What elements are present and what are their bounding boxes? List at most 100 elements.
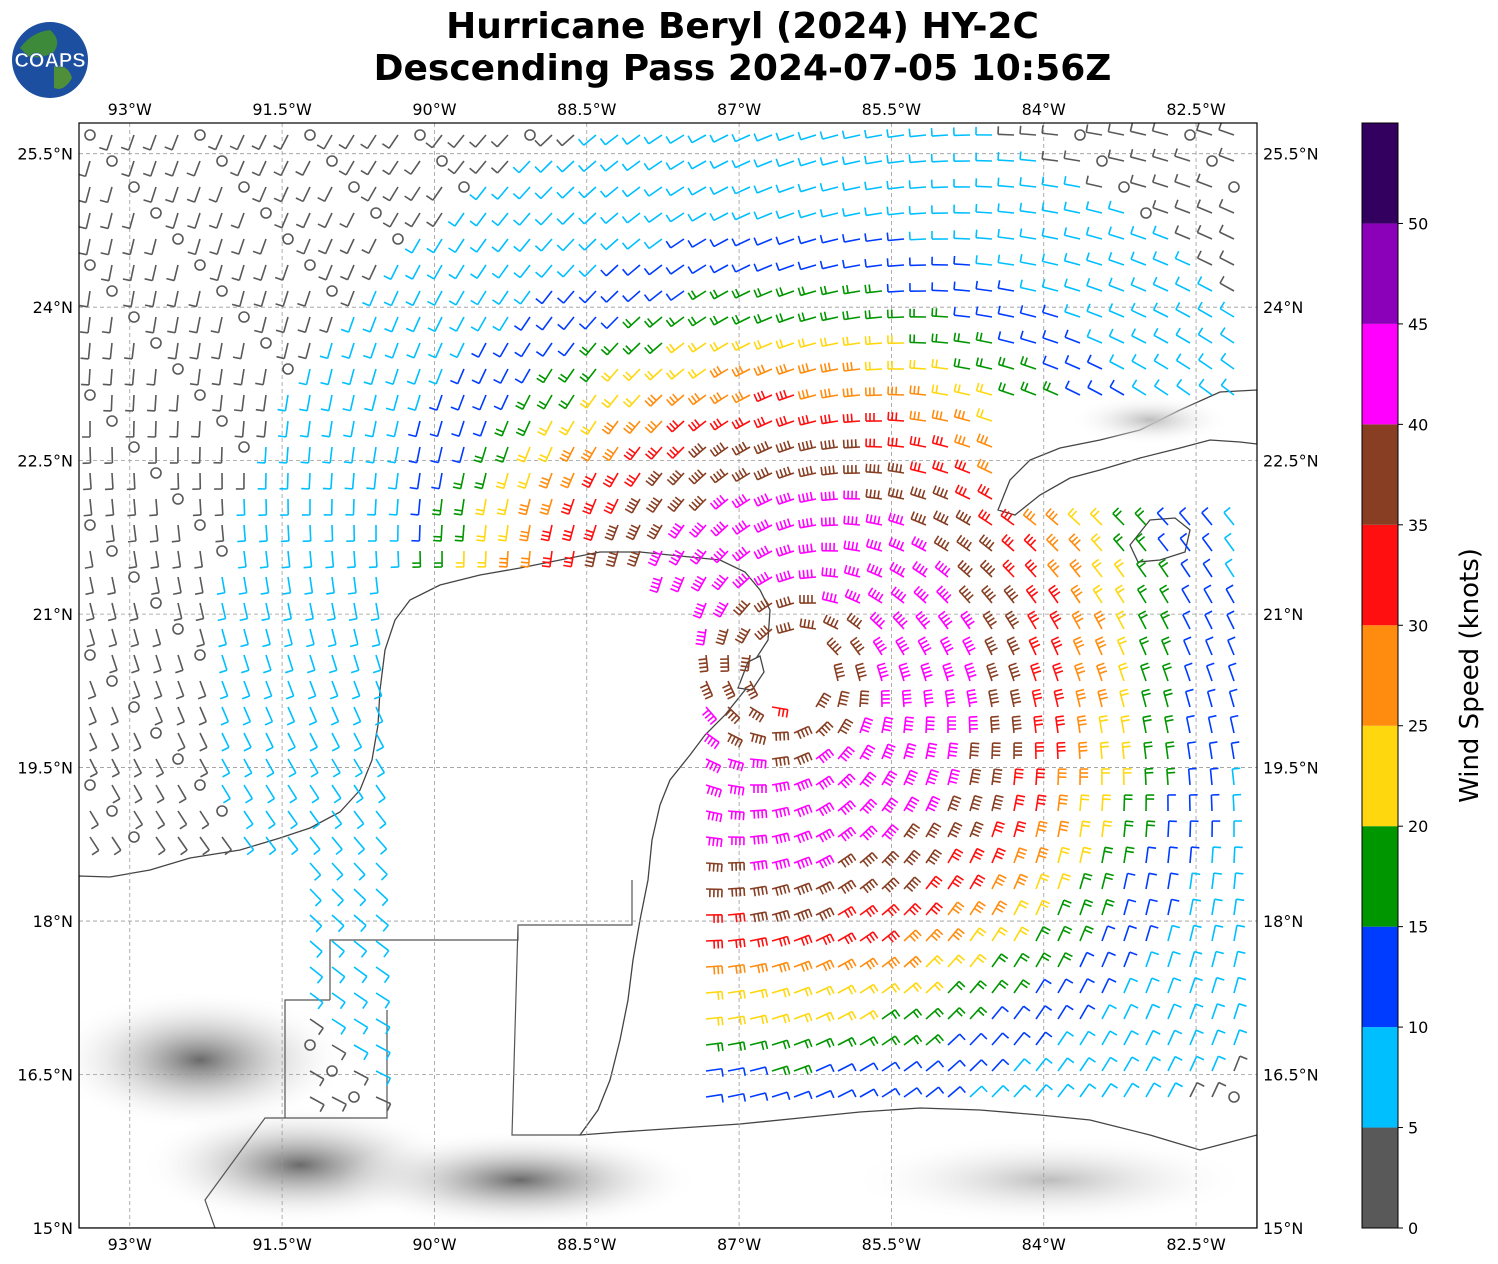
wind-barb bbox=[665, 316, 685, 328]
wind-barb bbox=[1079, 1004, 1096, 1020]
wind-barb bbox=[375, 1096, 392, 1112]
wind-barb bbox=[1054, 715, 1065, 734]
wind-barb bbox=[309, 1096, 325, 1113]
wind-barb bbox=[298, 342, 311, 360]
wind-barb bbox=[375, 836, 388, 855]
lon-tick-label-top: 91.5°W bbox=[252, 100, 312, 119]
wind-barb bbox=[705, 784, 723, 798]
wind-barb bbox=[403, 160, 421, 175]
wind-barb bbox=[142, 134, 157, 151]
wind-barb bbox=[331, 914, 345, 933]
wind-barb bbox=[1153, 353, 1169, 370]
wind-barb bbox=[968, 715, 978, 734]
calm-wind-circle bbox=[128, 701, 140, 713]
wind-barb bbox=[155, 810, 166, 830]
wind-barb bbox=[837, 984, 857, 995]
wind-barb bbox=[859, 931, 879, 944]
wind-barb bbox=[1013, 873, 1029, 890]
wind-barb bbox=[731, 238, 751, 247]
wind-barb bbox=[102, 342, 113, 360]
calm-wind-circle bbox=[238, 311, 250, 323]
wind-barb bbox=[84, 389, 96, 401]
wind-barb bbox=[1174, 173, 1191, 188]
wind-barb bbox=[524, 129, 536, 141]
wind-barb bbox=[559, 446, 575, 463]
wind-barb bbox=[1049, 610, 1062, 630]
wind-barb bbox=[238, 576, 248, 595]
wind-barb bbox=[218, 628, 228, 648]
wind-barb bbox=[296, 238, 311, 255]
wind-barb bbox=[340, 316, 355, 333]
wind-barb bbox=[151, 576, 160, 596]
wind-barb bbox=[341, 368, 355, 386]
wind-barb bbox=[240, 628, 249, 648]
wind-barb bbox=[793, 934, 813, 946]
wind-barb bbox=[931, 384, 949, 396]
wind-barb bbox=[820, 439, 839, 451]
wind-barb bbox=[909, 283, 927, 292]
lon-tick-label-bottom: 93°W bbox=[108, 1235, 152, 1254]
wind-barb bbox=[1145, 794, 1155, 812]
wind-barb bbox=[111, 758, 120, 778]
wind-barb bbox=[881, 824, 899, 840]
wind-barb bbox=[775, 158, 795, 168]
lon-tick-label-top: 82.5°W bbox=[1166, 100, 1226, 119]
wind-barb bbox=[274, 212, 289, 229]
wind-barb bbox=[260, 207, 272, 219]
wind-barb bbox=[991, 979, 1009, 994]
wind-barb bbox=[381, 134, 399, 149]
wind-barb bbox=[997, 331, 1015, 344]
wind-barb bbox=[913, 585, 929, 604]
wind-barb bbox=[797, 389, 817, 400]
wind-barb bbox=[815, 1063, 835, 1073]
wind-barb bbox=[864, 233, 883, 243]
wind-barb bbox=[375, 992, 391, 1009]
wind-barb bbox=[958, 585, 974, 604]
wind-barb bbox=[771, 731, 790, 741]
calm-wind-circle bbox=[172, 233, 184, 245]
wind-barb bbox=[1138, 636, 1149, 656]
wind-barb bbox=[881, 850, 900, 867]
wind-barb bbox=[644, 342, 663, 355]
wind-barb bbox=[925, 716, 935, 734]
wind-barb bbox=[329, 680, 339, 700]
wind-barb bbox=[122, 264, 135, 282]
wind-barb bbox=[964, 662, 977, 682]
calm-wind-circle bbox=[326, 285, 338, 297]
wind-barb bbox=[727, 912, 746, 923]
wind-barb bbox=[243, 810, 254, 830]
wind-barb bbox=[799, 595, 817, 604]
wind-barb bbox=[1226, 610, 1235, 630]
wind-barb bbox=[837, 905, 857, 919]
wind-barb bbox=[243, 784, 254, 804]
wind-barb bbox=[903, 849, 921, 866]
wind-barb bbox=[382, 186, 399, 202]
wind-barb bbox=[284, 628, 293, 648]
calm-wind-circle bbox=[1206, 155, 1218, 167]
wind-barb bbox=[1233, 820, 1242, 838]
wind-barb bbox=[188, 316, 201, 334]
wind-barb bbox=[886, 129, 905, 139]
wind-barb bbox=[404, 186, 421, 202]
wind-barb bbox=[1233, 1055, 1248, 1072]
wind-barb bbox=[265, 784, 276, 804]
wind-barb bbox=[1196, 199, 1213, 214]
wind-barb bbox=[793, 752, 813, 766]
wind-barb bbox=[969, 794, 983, 812]
wind-barb bbox=[128, 571, 140, 583]
wind-barb bbox=[859, 851, 878, 867]
wind-barb bbox=[99, 134, 113, 151]
wind-barb bbox=[947, 927, 965, 942]
wind-barb bbox=[194, 576, 204, 595]
wind-barb bbox=[390, 550, 400, 569]
wind-barb bbox=[903, 982, 923, 994]
wind-barb bbox=[375, 914, 389, 932]
wind-barb bbox=[84, 129, 96, 141]
wind-barb bbox=[731, 186, 751, 195]
wind-barb bbox=[353, 992, 368, 1010]
wind-barb bbox=[881, 743, 896, 760]
wind-barb bbox=[124, 368, 135, 386]
wind-barb bbox=[1179, 532, 1191, 552]
wind-barb bbox=[688, 469, 707, 485]
